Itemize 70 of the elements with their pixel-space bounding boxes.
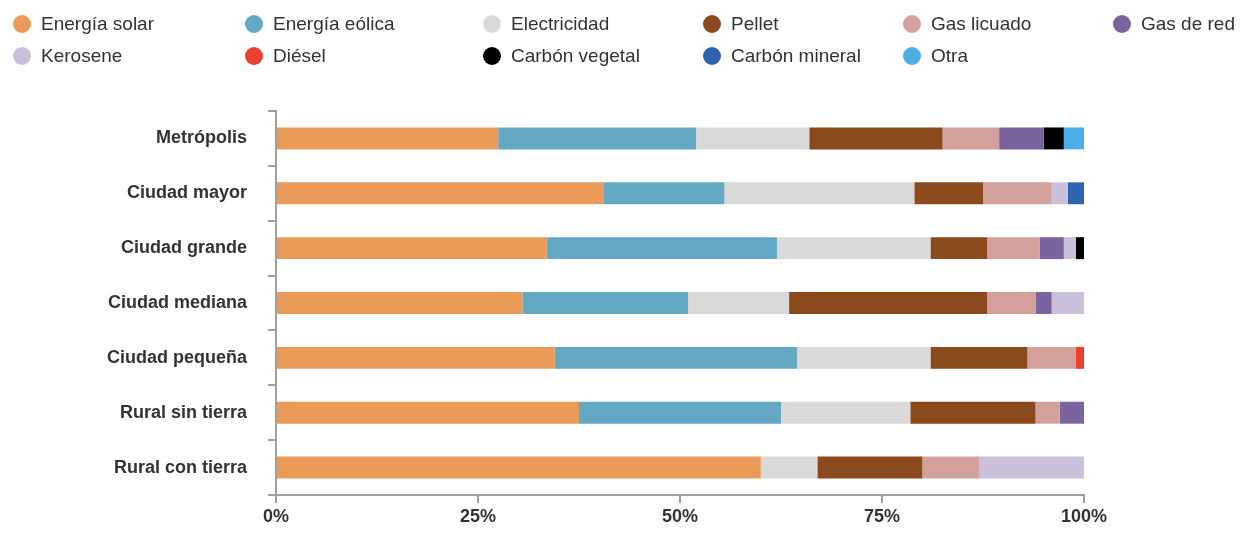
bar: [1051, 292, 1084, 314]
y-tick-label: Ciudad pequeña: [106, 346, 248, 367]
legend-label: Pellet: [731, 12, 779, 35]
bar: [930, 346, 1028, 369]
x-tick-label: 100%: [1060, 505, 1108, 526]
bar: [1063, 237, 1076, 260]
bar: [1075, 346, 1084, 369]
bar: [809, 127, 943, 150]
legend-label: Energía eólica: [273, 12, 395, 35]
bar: [930, 237, 988, 260]
legend-label: Diésel: [273, 44, 326, 67]
bar: [910, 401, 1036, 424]
bar: [1059, 401, 1084, 424]
bar: [987, 292, 1036, 314]
bar: [546, 237, 777, 260]
y-tick-label: Ciudad mediana: [107, 291, 248, 312]
bar: [277, 182, 604, 205]
legend-label: Carbón vegetal: [511, 44, 640, 67]
bar: [277, 456, 761, 479]
bar: [942, 127, 1000, 150]
bar: [554, 346, 798, 369]
bar: [498, 127, 697, 150]
bar: [1075, 237, 1084, 260]
x-tick-label: 75%: [863, 505, 901, 526]
bar: [522, 292, 689, 314]
y-tick-label: Metrópolis: [155, 127, 247, 148]
x-tick-label: 25%: [459, 505, 497, 526]
legend-label: Electricidad: [511, 12, 610, 35]
legend-label: Otra: [931, 44, 968, 67]
bar: [603, 182, 725, 205]
bar: [277, 237, 547, 260]
bar: [914, 182, 983, 205]
x-tick-label: 50%: [661, 505, 699, 526]
bar: [987, 237, 1040, 260]
bar: [922, 456, 979, 479]
bar: [688, 292, 790, 314]
bar: [999, 127, 1044, 150]
legend-label: Carbón mineral: [731, 44, 861, 67]
bar: [579, 401, 781, 424]
bar: [983, 182, 1052, 205]
legend-label: Energía solar: [41, 12, 155, 35]
bar: [277, 346, 555, 369]
bar: [797, 346, 931, 369]
bar: [277, 127, 499, 150]
bar: [1043, 127, 1064, 150]
y-tick-label: Ciudad grande: [120, 237, 247, 258]
y-tick-label: Rural con tierra: [113, 456, 248, 477]
bar: [817, 456, 923, 479]
bar: [781, 401, 911, 424]
bar: [724, 182, 915, 205]
x-tick-label: 0%: [262, 505, 290, 526]
bar: [1063, 127, 1084, 150]
bar: [277, 292, 523, 314]
legend-label: Gas licuado: [931, 12, 1032, 35]
bar: [1039, 237, 1064, 260]
bar: [1067, 182, 1084, 205]
bar: [1035, 401, 1060, 424]
bar: [1051, 182, 1068, 205]
y-tick-label: Ciudad mayor: [126, 182, 247, 203]
bar: [776, 237, 931, 260]
legend-label: Kerosene: [41, 44, 123, 67]
bar: [789, 292, 988, 314]
bar: [760, 456, 818, 479]
bar: [696, 127, 810, 150]
bar: [978, 456, 1084, 479]
y-tick-label: Rural sin tierra: [119, 401, 248, 422]
bar: [277, 401, 579, 424]
bar: [1035, 292, 1052, 314]
legend-label: Gas de red: [1141, 12, 1235, 35]
bar: [1027, 346, 1076, 369]
